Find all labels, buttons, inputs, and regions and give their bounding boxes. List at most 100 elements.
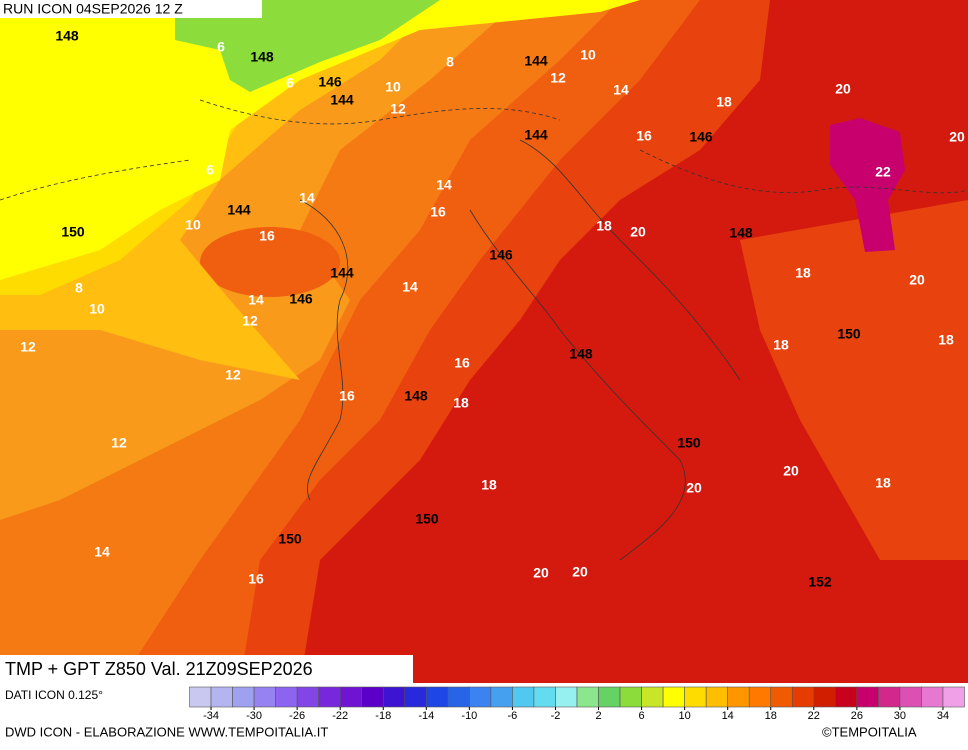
- colorbar: -34 -30 -26 -22 -18 -14 -10 -6 -2 2 6 10 14 18 22 26 30 3…: [189, 686, 965, 722]
- color-swatch: [813, 686, 836, 708]
- temperature-label: 18: [875, 475, 891, 491]
- coastline: [519, 139, 741, 381]
- color-swatch: [512, 686, 535, 708]
- temperature-label: 20: [835, 81, 851, 97]
- coastline: [299, 199, 349, 501]
- geopotential-label: 148: [250, 49, 274, 65]
- geopotential-label: 146: [489, 247, 513, 263]
- temperature-label: 18: [795, 265, 811, 281]
- tick-label: -6: [508, 710, 518, 722]
- temperature-label: 14: [613, 82, 629, 98]
- brand-label: ©TEMPOITALIA: [822, 724, 917, 739]
- temperature-label: 12: [20, 339, 36, 355]
- geopotential-label: 148: [404, 388, 428, 404]
- temperature-label: 6: [286, 75, 294, 91]
- temperature-label: 20: [909, 272, 925, 288]
- coastline: [469, 209, 686, 561]
- color-swatch: [899, 686, 922, 708]
- color-swatch: [189, 686, 212, 708]
- temperature-label: 18: [596, 218, 612, 234]
- color-swatch: [684, 686, 707, 708]
- temperature-label: 12: [111, 435, 127, 451]
- tick-label: -30: [246, 710, 262, 722]
- geopotential-label: 146: [318, 74, 342, 90]
- color-swatch: [835, 686, 858, 708]
- credit-label: DWD ICON - ELABORAZIONE WWW.TEMPOITALIA.…: [5, 724, 328, 739]
- contour-labels: 1481481461441441461441441481501461441461…: [20, 28, 965, 590]
- geopotential-label: 144: [330, 265, 354, 281]
- color-swatch: [426, 686, 449, 708]
- color-swatch: [576, 686, 599, 708]
- tick-label: 30: [894, 710, 906, 722]
- geopotential-label: 150: [415, 511, 439, 527]
- border: [0, 159, 191, 201]
- color-swatch: [339, 686, 363, 708]
- temperature-label: 18: [481, 477, 497, 493]
- color-swatch: [770, 686, 793, 708]
- color-swatch: [210, 686, 233, 708]
- map-title: TMP + GPT Z850 Val. 21Z09SEP2026: [5, 659, 313, 679]
- border: [639, 149, 968, 194]
- temperature-label: 20: [686, 480, 702, 496]
- tick-label: -34: [203, 710, 219, 722]
- tick-label: 34: [937, 710, 949, 722]
- temperature-label: 20: [630, 224, 646, 240]
- color-swatch: [382, 686, 406, 708]
- region-6-8: [0, 0, 640, 280]
- color-swatch: [705, 686, 728, 708]
- geopotential-label: 150: [61, 224, 85, 240]
- color-swatch: [641, 686, 664, 708]
- temperature-label: 20: [783, 463, 799, 479]
- color-swatch: [619, 686, 642, 708]
- temperature-label: 12: [390, 101, 406, 117]
- color-swatch: [662, 686, 685, 708]
- geopotential-label: 150: [837, 326, 861, 342]
- color-swatch: [598, 686, 621, 708]
- temperature-label: 10: [580, 47, 596, 63]
- color-swatch: [490, 686, 513, 708]
- color-swatch: [318, 686, 341, 708]
- warm-pocket: [200, 227, 340, 297]
- color-swatch: [921, 686, 944, 708]
- color-swatch: [404, 686, 427, 708]
- geopotential-label: 146: [689, 129, 713, 145]
- coastlines: [0, 99, 968, 561]
- color-swatch: [555, 686, 578, 708]
- color-swatch: [296, 686, 319, 708]
- temperature-label: 10: [185, 217, 201, 233]
- color-swatch: [447, 686, 470, 708]
- temperature-label: 16: [259, 228, 275, 244]
- header-box: [0, 0, 262, 18]
- geopotential-label: 144: [330, 92, 354, 108]
- geopotential-label: 146: [289, 291, 313, 307]
- temperature-label: 16: [430, 204, 446, 220]
- temperature-label: 16: [454, 355, 470, 371]
- color-swatch: [878, 686, 901, 708]
- tick-label: 26: [851, 710, 863, 722]
- temperature-label: 22: [875, 164, 891, 180]
- tick-label: -2: [551, 710, 561, 722]
- temperature-label: 10: [89, 301, 105, 317]
- geopotential-label: 148: [569, 346, 593, 362]
- temperature-label: 12: [550, 70, 566, 86]
- tick-label: 22: [808, 710, 820, 722]
- tick-label: -22: [332, 710, 348, 722]
- geopotential-label: 144: [227, 202, 251, 218]
- temperature-label: 20: [533, 565, 549, 581]
- temperature-label: 20: [572, 564, 588, 580]
- temperature-label: 18: [716, 94, 732, 110]
- temperature-label: 14: [299, 190, 315, 206]
- color-swatch: [533, 686, 556, 708]
- geopotential-label: 152: [808, 574, 832, 590]
- temperature-label: 12: [242, 313, 258, 329]
- geopotential-label: 144: [524, 127, 548, 143]
- color-swatch: [253, 686, 276, 708]
- temperature-label: 16: [248, 571, 264, 587]
- color-swatch: [469, 686, 492, 708]
- geopotential-label: 148: [55, 28, 79, 44]
- tick-label: 14: [722, 710, 734, 722]
- temperature-label: 6: [217, 39, 225, 55]
- color-swatch: [727, 686, 750, 708]
- tick-label: 18: [765, 710, 777, 722]
- temperature-label: 20: [949, 129, 965, 145]
